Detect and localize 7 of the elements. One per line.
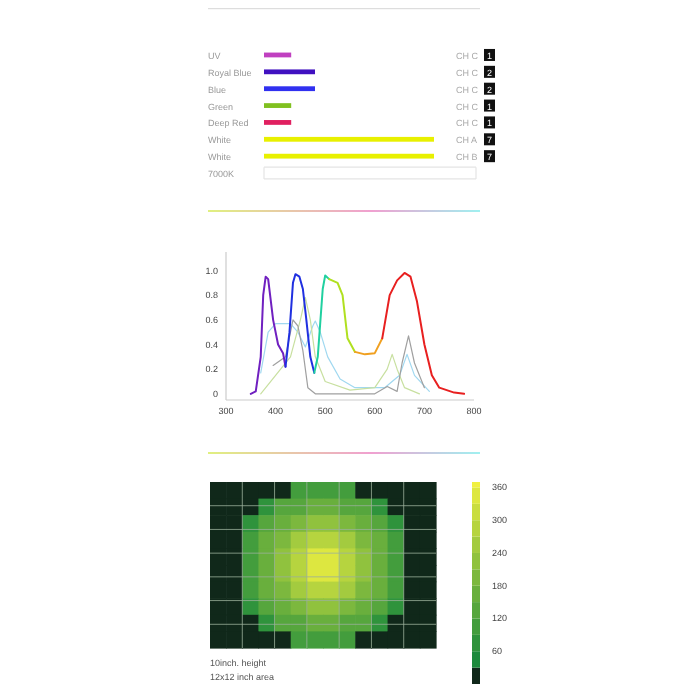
line-series bbox=[313, 274, 331, 374]
line-series bbox=[260, 297, 421, 395]
line-series bbox=[381, 271, 466, 395]
line-series bbox=[328, 278, 356, 353]
line-series bbox=[353, 337, 384, 356]
line-series bbox=[249, 275, 287, 395]
line-series bbox=[284, 273, 316, 374]
